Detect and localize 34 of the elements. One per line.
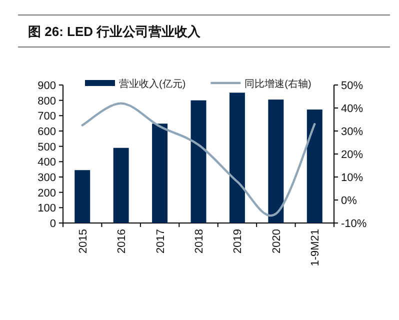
y2-tick-label: 50% [341,80,364,92]
y-tick-label: 200 [38,187,56,200]
y-tick-label: 600 [38,126,56,138]
y2-tick-label: 30% [341,126,364,138]
x-tick-label: 2019 [232,229,244,254]
y2-tick-label: 40% [341,103,364,115]
x-tick-label: 2015 [77,229,90,254]
y2-tick-label: -10% [341,218,367,230]
x-tick-label: 2020 [270,229,283,254]
x-tick-label: 2016 [116,229,128,254]
y2-tick-label: 20% [341,149,364,161]
bar [113,148,129,223]
y-tick-label: 800 [38,95,56,108]
y2-tick-label: 0% [341,195,358,207]
y-tick-label: 300 [38,172,56,184]
x-tick-label: 2018 [194,229,206,254]
y-tick-label: 500 [38,141,56,154]
legend-label: 同比增速(右轴) [244,78,312,90]
bar [229,92,245,223]
x-tick-label: 2017 [154,229,167,254]
bar [306,110,322,223]
legend-label: 营业收入(亿元) [119,78,186,90]
bar [268,100,284,223]
bar [190,100,206,223]
y-tick-label: 0 [50,218,56,230]
bar [74,170,90,223]
y2-tick-label: 10% [341,172,364,184]
y-tick-label: 400 [38,156,56,169]
y-tick-label: 700 [38,110,56,123]
bar [152,124,168,223]
y-tick-label: 100 [38,202,56,215]
x-tick-label: 1-9M21 [310,229,322,266]
chart-title: 图 26: LED 行业公司营业收入 [28,24,202,39]
y-tick-label: 900 [38,80,56,92]
